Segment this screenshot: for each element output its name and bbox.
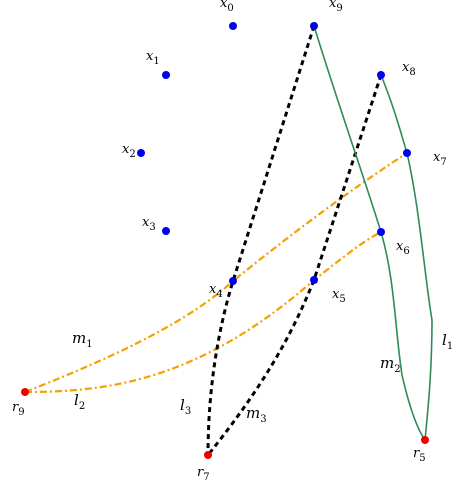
point-label-x9: x9 [329, 0, 343, 14]
curve-m2 [313, 25, 426, 441]
curve-label-l1: l1 [442, 331, 453, 352]
point-r9 [21, 388, 29, 396]
curve-label-m2: m2 [380, 354, 401, 375]
point-r7 [204, 451, 212, 459]
curve-m3 [206, 74, 383, 456]
point-x2 [137, 149, 145, 157]
point-label-r7: r7 [197, 465, 210, 481]
curves-layer [24, 25, 433, 456]
point-x9 [310, 22, 318, 30]
point-label-x2: x2 [122, 142, 136, 160]
curve-label-l2: l2 [74, 391, 85, 412]
curve-label-m3: m3 [246, 404, 267, 425]
point-x5 [310, 276, 318, 284]
curve-l1 [380, 74, 433, 441]
points-layer [21, 22, 429, 459]
point-x0 [229, 22, 237, 30]
labels-layer: m1 l2 l3 m3 m2 l1 x0 x1 x2 x3 x4 x5 x6 x7 x8 x9 r5 r7 r9 [12, 0, 453, 481]
curve-label-l3: l3 [180, 396, 191, 417]
point-x7 [403, 149, 411, 157]
point-x6 [377, 228, 385, 236]
curve-label-m1: m1 [72, 329, 93, 350]
point-label-r5: r5 [413, 446, 426, 464]
point-label-x4: x4 [209, 282, 223, 300]
point-label-x1: x1 [146, 49, 160, 67]
curve-l2 [24, 231, 382, 394]
point-x1 [162, 71, 170, 79]
point-x4 [229, 277, 237, 285]
point-label-x8: x8 [402, 60, 416, 78]
curve-l3 [206, 25, 316, 456]
point-label-x7: x7 [433, 150, 447, 168]
point-label-x5: x5 [332, 287, 346, 305]
point-label-x3: x3 [142, 215, 156, 233]
point-r5 [421, 436, 429, 444]
point-x3 [162, 227, 170, 235]
point-label-r9: r9 [12, 400, 25, 418]
point-label-x6: x6 [396, 239, 410, 257]
point-x8 [377, 71, 385, 79]
point-label-x0: x0 [220, 0, 234, 14]
